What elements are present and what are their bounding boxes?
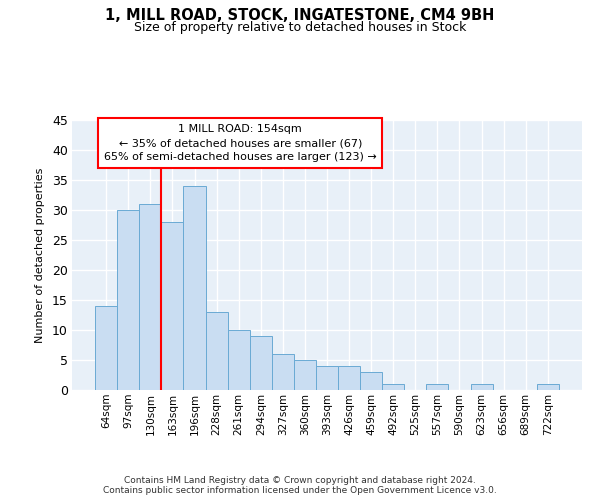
Bar [360,372,382,390]
Text: Size of property relative to detached houses in Stock: Size of property relative to detached ho… [134,21,466,34]
Bar [184,186,206,390]
Text: 1, MILL ROAD, STOCK, INGATESTONE, CM4 9BH: 1, MILL ROAD, STOCK, INGATESTONE, CM4 9B… [106,8,494,22]
Bar [382,384,404,390]
Bar [427,384,448,390]
Bar [294,360,316,390]
Bar [338,366,360,390]
Bar [470,384,493,390]
Bar [227,330,250,390]
Text: Contains public sector information licensed under the Open Government Licence v3: Contains public sector information licen… [103,486,497,495]
Bar [250,336,272,390]
Bar [316,366,338,390]
Bar [272,354,294,390]
Bar [206,312,227,390]
Bar [95,306,117,390]
Bar [139,204,161,390]
Text: 1 MILL ROAD: 154sqm
← 35% of detached houses are smaller (67)
65% of semi-detach: 1 MILL ROAD: 154sqm ← 35% of detached ho… [104,124,377,162]
Bar [161,222,184,390]
Y-axis label: Number of detached properties: Number of detached properties [35,168,45,342]
Bar [117,210,139,390]
Bar [537,384,559,390]
Text: Contains HM Land Registry data © Crown copyright and database right 2024.: Contains HM Land Registry data © Crown c… [124,476,476,485]
